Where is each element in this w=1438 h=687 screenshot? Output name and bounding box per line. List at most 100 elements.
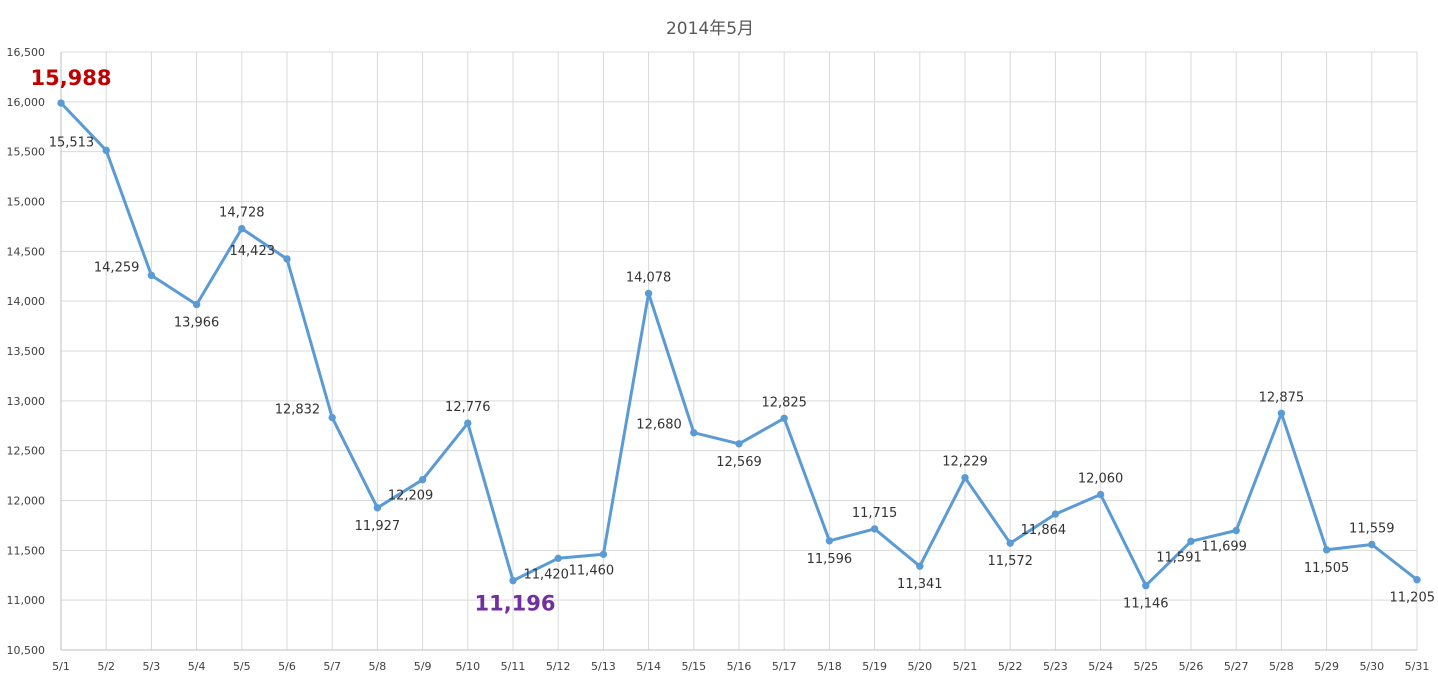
data-label: 12,569	[716, 455, 762, 470]
data-label: 14,259	[94, 260, 140, 275]
x-tick-label: 5/12	[546, 660, 571, 673]
data-point	[1232, 526, 1240, 535]
data-label: 11,205	[1390, 591, 1436, 606]
x-tick-label: 5/4	[188, 660, 206, 673]
data-point	[735, 440, 743, 448]
data-point	[916, 562, 924, 570]
data-point	[464, 419, 472, 427]
data-point	[1096, 490, 1105, 499]
grid-lines	[60, 51, 1418, 651]
data-point	[554, 554, 562, 563]
data-point	[283, 255, 291, 263]
data-label: 14,728	[219, 206, 265, 221]
x-tick-label: 5/15	[681, 660, 706, 673]
data-label: 12,209	[388, 489, 434, 504]
y-tick-label: 11,000	[7, 594, 46, 607]
data-point	[780, 414, 788, 422]
data-point	[1322, 546, 1331, 554]
data-label: 11,341	[897, 577, 943, 592]
data-label: 13,966	[174, 316, 220, 331]
data-label: 14,423	[230, 244, 276, 259]
x-tick-label: 5/31	[1405, 660, 1430, 673]
x-tick-label: 5/30	[1359, 660, 1384, 673]
data-point	[599, 550, 608, 559]
data-point	[102, 146, 110, 155]
y-axis-ticks: 10,500 11,000 11,500 12,000 12,500 13,000 13,5…	[7, 46, 46, 657]
data-point	[1142, 581, 1150, 590]
y-tick-label: 13,000	[7, 395, 46, 408]
data-label: 11,596	[807, 552, 853, 567]
data-point	[870, 525, 879, 533]
data-point	[328, 413, 336, 422]
data-point	[1413, 576, 1421, 584]
x-tick-label: 5/23	[1043, 660, 1068, 673]
y-tick-label: 11,500	[7, 544, 46, 557]
y-tick-label: 10,500	[7, 644, 46, 657]
chart-title: 2014年5月	[666, 19, 754, 39]
x-tick-label: 5/20	[907, 660, 932, 673]
data-point	[509, 576, 517, 585]
data-label: 14,078	[626, 270, 672, 285]
y-tick-label: 12,000	[7, 495, 46, 508]
x-tick-label: 5/1	[52, 660, 70, 673]
data-label: 11,460	[569, 563, 615, 578]
data-label: 11,591	[1156, 550, 1202, 565]
x-tick-label: 5/26	[1179, 660, 1204, 673]
x-tick-label: 5/7	[323, 660, 341, 673]
data-label: 11,505	[1304, 561, 1350, 576]
data-point	[192, 300, 201, 309]
data-point	[1051, 510, 1060, 518]
x-tick-label: 5/28	[1269, 660, 1294, 673]
data-label: 12,832	[275, 403, 321, 418]
data-point	[825, 537, 834, 545]
data-point	[690, 429, 698, 437]
x-tick-label: 5/3	[143, 660, 161, 673]
data-label: 11,715	[852, 506, 898, 521]
data-point	[1006, 539, 1014, 547]
data-point	[1277, 409, 1286, 417]
data-label-max: 15,988	[30, 66, 111, 90]
x-tick-label: 5/5	[233, 660, 251, 673]
x-tick-label: 5/25	[1133, 660, 1158, 673]
x-tick-label: 5/14	[636, 660, 661, 673]
data-label: 12,776	[445, 400, 491, 415]
x-tick-label: 5/27	[1224, 660, 1249, 673]
data-label: 11,699	[1201, 539, 1247, 554]
data-point	[57, 99, 65, 107]
data-label: 12,680	[636, 418, 682, 433]
data-label: 12,825	[761, 395, 807, 410]
data-label: 11,927	[355, 519, 401, 534]
y-tick-label: 14,500	[7, 245, 46, 258]
data-label: 11,420	[523, 567, 569, 582]
data-point	[1187, 537, 1195, 545]
x-tick-label: 5/21	[953, 660, 978, 673]
data-label: 11,146	[1123, 597, 1169, 612]
x-tick-label: 5/24	[1088, 660, 1113, 673]
x-tick-label: 5/18	[817, 660, 842, 673]
y-tick-label: 14,000	[7, 295, 46, 308]
x-tick-label: 5/6	[278, 660, 296, 673]
data-points	[57, 99, 1421, 590]
data-point	[418, 475, 427, 484]
data-labels: 15,988 15,513 14,259 13,966 14,728 14,423 12,8…	[30, 66, 1435, 616]
data-point	[373, 504, 382, 512]
data-point	[961, 473, 969, 482]
y-tick-label: 12,500	[7, 445, 46, 458]
x-tick-label: 5/13	[591, 660, 616, 673]
data-label: 15,513	[49, 135, 95, 150]
data-label: 12,060	[1078, 472, 1124, 487]
data-label: 11,572	[987, 554, 1033, 569]
x-axis-ticks: 5/1 5/2 5/3 5/4 5/5 5/6 5/7 5/8 5/9 5/10 5/11 5/12 5…	[52, 660, 1429, 673]
x-tick-label: 5/22	[998, 660, 1023, 673]
data-label: 11,559	[1349, 521, 1395, 536]
data-point	[1368, 540, 1376, 549]
data-label: 12,875	[1259, 390, 1305, 405]
y-tick-label: 13,500	[7, 345, 46, 358]
x-tick-label: 5/29	[1314, 660, 1339, 673]
y-tick-label: 15,000	[7, 196, 46, 209]
x-tick-label: 5/2	[97, 660, 115, 673]
data-point	[238, 224, 246, 233]
y-tick-label: 15,500	[7, 146, 46, 159]
x-tick-label: 5/11	[501, 660, 526, 673]
data-label: 11,864	[1021, 523, 1067, 538]
